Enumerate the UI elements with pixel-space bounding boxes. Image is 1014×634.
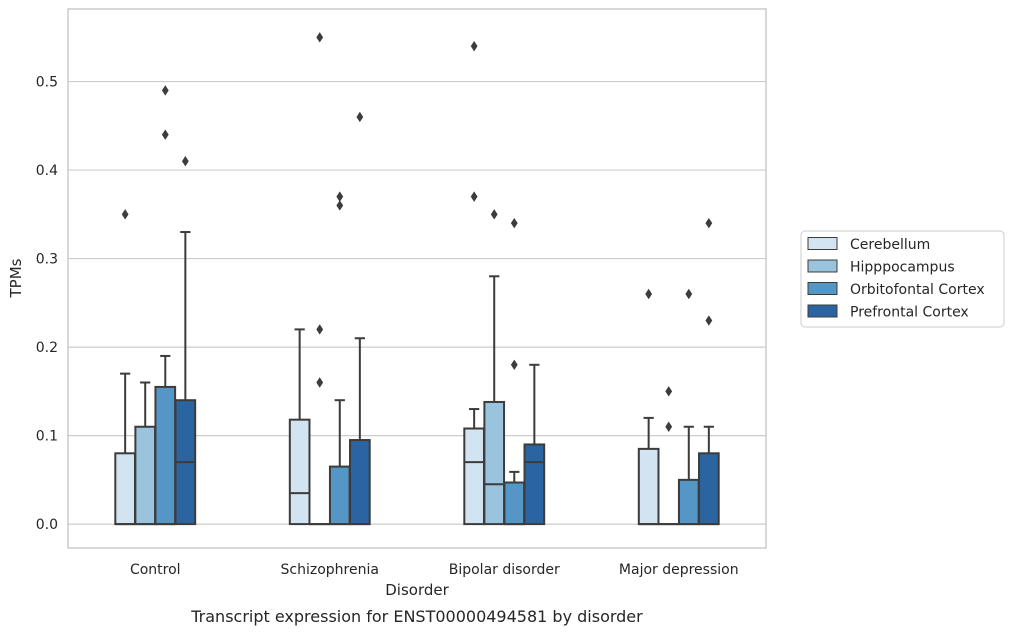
outlier-point (161, 85, 169, 96)
outlier-point (161, 129, 169, 140)
legend-label: Prefrontal Cortex (850, 305, 969, 321)
x-axis-title: Disorder (385, 581, 449, 599)
box-cerebellum (637, 288, 660, 526)
box-cerebellum (463, 40, 485, 526)
outlier-point (510, 359, 518, 370)
outlier-point (470, 191, 478, 202)
box-prefrontal-cortex (698, 217, 720, 526)
box-body (154, 385, 177, 526)
box-series (114, 32, 720, 526)
outlier-point (705, 315, 713, 326)
box-body (114, 452, 136, 526)
box-body (328, 465, 351, 526)
box-hipppocampus (483, 209, 506, 526)
box-body (483, 400, 506, 526)
outlier-point (510, 217, 518, 229)
legend-swatch (807, 259, 838, 273)
y-tick-label: 0.3 (36, 252, 58, 268)
x-tick-label: Schizophrenia (281, 562, 379, 578)
outlier-point (665, 421, 673, 432)
legend-label: Orbitofontal Cortex (850, 282, 985, 298)
y-tick-label: 0.5 (36, 75, 58, 91)
outlier-point (356, 111, 364, 123)
outlier-point (121, 209, 129, 220)
legend: Cerebellum Hipppocampus Orbitofontal Corte… (800, 230, 1005, 328)
legend-label: Hipppocampus (850, 260, 955, 276)
legend-swatch (807, 237, 838, 250)
legend-label: Cerebellum (850, 237, 930, 253)
outlier-point (490, 209, 498, 220)
outlier-point (470, 40, 478, 52)
box-body (523, 443, 546, 526)
box-prefrontal-cortex (349, 111, 371, 526)
outlier-point (705, 217, 713, 229)
box-body (698, 452, 720, 526)
box-cerebellum (288, 328, 311, 526)
box-orbitofontal-cortex (503, 217, 526, 526)
outlier-point (645, 288, 653, 300)
y-tick-label: 0.2 (36, 340, 58, 356)
box-orbitofontal-cortex (328, 191, 351, 526)
y-axis-ticks: 0.0 0.1 0.2 0.3 0.4 0.5 (36, 75, 58, 534)
box-cerebellum (114, 209, 136, 526)
y-tick-label: 0.1 (36, 429, 58, 445)
chart-caption: Transcript expression for ENST0000049458… (190, 607, 643, 626)
box-body (134, 425, 157, 526)
box-body (349, 439, 371, 526)
outlier-point (665, 386, 673, 397)
outlier-point (181, 156, 189, 167)
box-body (637, 447, 660, 526)
outlier-point (316, 377, 324, 388)
box-prefrontal-cortex (523, 363, 546, 526)
box-body (677, 478, 700, 526)
y-tick-label: 0.4 (36, 163, 58, 179)
x-tick-label: Control (130, 562, 181, 578)
box-prefrontal-cortex (174, 156, 197, 526)
legend-swatch (807, 304, 838, 318)
box-body (503, 481, 526, 526)
legend-frame (800, 230, 1005, 328)
outlier-point (336, 200, 344, 211)
x-tick-label: Major depression (619, 562, 739, 578)
x-tick-label: Bipolar disorder (449, 562, 560, 578)
y-tick-label: 0.0 (36, 517, 58, 533)
y-axis-title: TPMs (7, 258, 25, 298)
legend-swatch (807, 282, 838, 295)
box-body (463, 427, 485, 526)
outlier-point (316, 32, 324, 43)
outlier-point (685, 288, 693, 300)
plot-border (67, 8, 767, 549)
x-axis-ticks: Control Schizophrenia Bipolar disorder Majo… (130, 562, 739, 578)
box-body (288, 418, 311, 526)
outlier-point (336, 191, 344, 202)
outlier-point (316, 324, 324, 335)
